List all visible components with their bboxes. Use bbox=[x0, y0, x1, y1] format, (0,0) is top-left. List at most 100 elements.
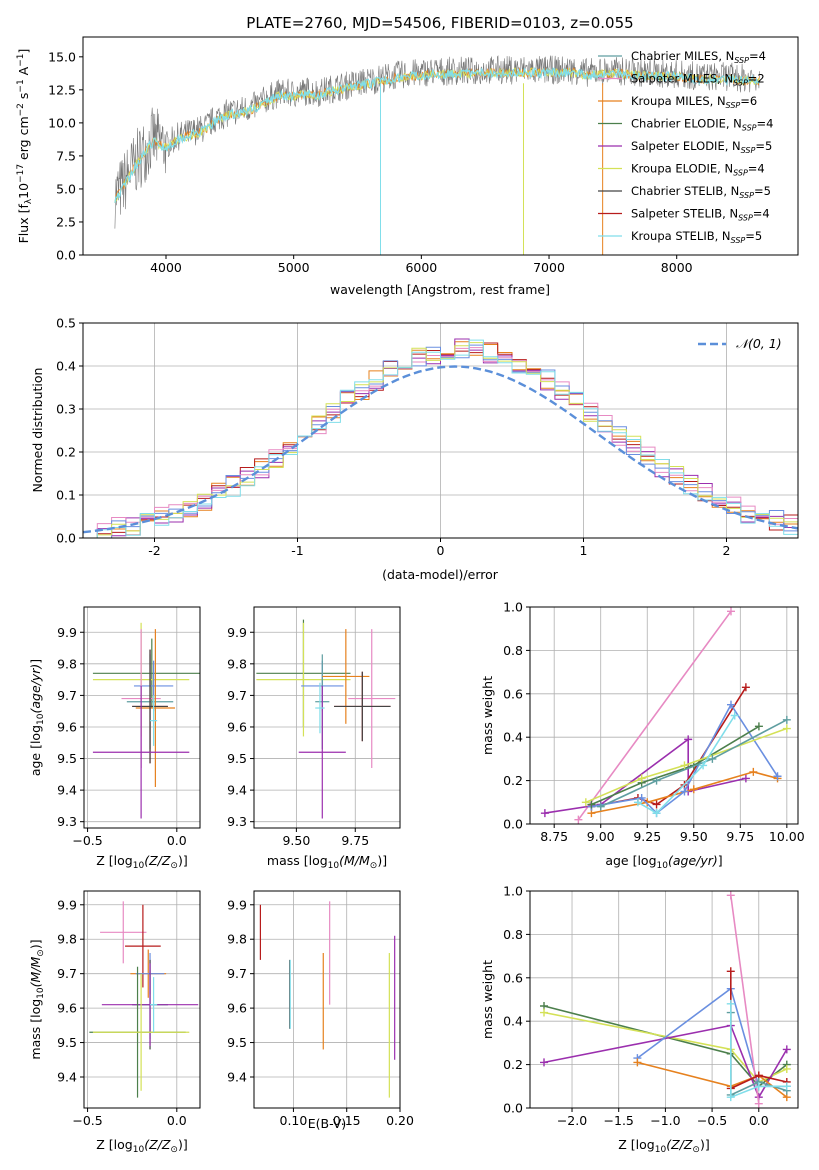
weight-series bbox=[726, 999, 791, 1102]
weight-line bbox=[730, 1003, 787, 1099]
weight-marker bbox=[727, 607, 735, 616]
weight-marker bbox=[741, 774, 750, 783]
weight-line bbox=[637, 715, 736, 815]
legend-value: =6 bbox=[740, 94, 757, 108]
y-tick-label: 9.3 bbox=[227, 814, 247, 829]
axes-frame bbox=[82, 36, 799, 256]
grid bbox=[84, 607, 200, 828]
legend-label: Salpeter MILES, NSSP=2 bbox=[631, 72, 765, 88]
x-tick-label: 10.00 bbox=[769, 829, 805, 844]
y-tick-label: 9.9 bbox=[57, 897, 77, 912]
legend-text: Chabrier MILES, N bbox=[631, 49, 734, 63]
label-part: ⊙ bbox=[170, 861, 178, 871]
weight-marker bbox=[727, 700, 735, 709]
x-tick-label: −0.5 bbox=[697, 1113, 727, 1128]
weight-marker bbox=[540, 1008, 549, 1017]
weight-line bbox=[591, 686, 747, 808]
legend-label: Chabrier STELIB, NSSP=5 bbox=[631, 184, 771, 200]
data-point bbox=[135, 629, 176, 787]
legend-text: Kroupa MILES, N bbox=[631, 94, 726, 108]
model-spectrum bbox=[114, 67, 760, 203]
label-part: 10 bbox=[328, 861, 340, 871]
legend-text: Chabrier ELODIE, N bbox=[631, 117, 742, 131]
plot-area bbox=[114, 55, 760, 255]
x-tick-label: 0.10 bbox=[280, 1113, 308, 1128]
weight-marker bbox=[684, 735, 693, 744]
x-tick-label: 0.15 bbox=[333, 1113, 361, 1128]
legend-value: =4 bbox=[748, 162, 765, 176]
y-tick-label: 2.5 bbox=[56, 214, 76, 229]
y-tick-label: 9.6 bbox=[227, 1001, 247, 1016]
weight-marker bbox=[726, 1093, 735, 1102]
data-point bbox=[125, 904, 161, 988]
data-point bbox=[150, 977, 158, 1033]
plot-residuals: -2 -1 0 1 2 0.0 0.1 0.2 0.3 0.4 0.5 (data-model)/er… bbox=[30, 316, 799, 582]
y-tick-label: 9.8 bbox=[57, 656, 77, 671]
x-tick-label: 0 bbox=[437, 543, 445, 558]
label-part: ] bbox=[16, 49, 31, 54]
grid bbox=[254, 607, 400, 828]
label-part: (age/yr) bbox=[668, 853, 718, 868]
x-tick-label: −1.5 bbox=[604, 1113, 634, 1128]
legend-value: =5 bbox=[754, 184, 771, 198]
plot-area bbox=[540, 607, 791, 824]
weight-marker bbox=[540, 809, 549, 818]
label-part: s bbox=[16, 93, 31, 104]
legend-value: =4 bbox=[749, 49, 766, 63]
legend-sub: SSP bbox=[739, 191, 754, 200]
weight-marker bbox=[782, 1064, 791, 1073]
data-point bbox=[298, 685, 346, 819]
grid bbox=[84, 891, 200, 1108]
x-tick-label: 8.75 bbox=[540, 829, 568, 844]
label-part: 10 bbox=[655, 1145, 667, 1155]
weight-marker bbox=[574, 815, 583, 824]
y-tick-label: 9.8 bbox=[57, 932, 77, 947]
label-part: λ bbox=[24, 198, 34, 204]
legend-sub: SSP bbox=[741, 146, 756, 155]
x-axis-label: mass [log10(M/M⊙)] bbox=[267, 853, 387, 871]
x-tick-label: 9.50 bbox=[680, 829, 708, 844]
y-tick-label: 9.7 bbox=[227, 688, 247, 703]
x-tick-label: 9.25 bbox=[633, 829, 661, 844]
plot-area bbox=[83, 338, 798, 538]
legend-sub: SSP bbox=[731, 236, 746, 245]
y-tick-label: 0.2 bbox=[503, 773, 523, 788]
legend-sub: SSP bbox=[733, 169, 748, 178]
label-part: −2 bbox=[16, 103, 26, 116]
x-tick-label: 9.75 bbox=[341, 833, 369, 848]
x-tick-label: 0.0 bbox=[167, 833, 187, 848]
y-tick-label: 7.5 bbox=[56, 148, 76, 163]
weight-marker bbox=[741, 683, 750, 692]
y-tick-label: 1.0 bbox=[503, 884, 523, 899]
x-tick-label: 9.00 bbox=[587, 829, 615, 844]
x-tick-label: 9.75 bbox=[726, 829, 754, 844]
ticks: −2.0 −1.5 −1.0 −0.5 0.0 0.0 0.2 0.4 0.6 0.8 1.0 bbox=[503, 884, 769, 1129]
label-part: ⊙ bbox=[692, 1145, 700, 1155]
x-tick-label: 0.0 bbox=[167, 1113, 187, 1128]
plot-age-vs-mass: 9.50 9.75 9.3 9.4 9.5 9.6 9.7 9.8 9.9 mass [log10… bbox=[227, 606, 401, 871]
weight-line bbox=[543, 1024, 788, 1100]
y-axis-label: mass weight bbox=[480, 960, 495, 1039]
y-tick-label: 0.0 bbox=[56, 248, 76, 263]
weight-marker bbox=[726, 967, 735, 976]
y-tick-label: 9.8 bbox=[227, 932, 247, 947]
axes-frame bbox=[529, 890, 799, 1109]
y-tick-label: 9.4 bbox=[57, 1070, 77, 1085]
label-part: Z [log bbox=[96, 853, 132, 868]
y-tick-label: 9.6 bbox=[57, 1001, 77, 1016]
weight-series bbox=[574, 607, 735, 824]
weight-series bbox=[726, 891, 763, 1108]
y-tick-label: 12.5 bbox=[48, 82, 76, 97]
x-axis-label: Z [log10(Z/Z⊙)] bbox=[618, 1137, 709, 1155]
plot-spectrum: 4000 5000 6000 7000 8000 0.0 2.5 5.0 7.5 10.0 12.5… bbox=[16, 36, 799, 297]
weight-marker bbox=[540, 1058, 549, 1067]
ticks: −0.5 0.0 9.4 9.5 9.6 9.7 9.8 9.9 bbox=[57, 897, 187, 1128]
x-tick-label: 9.50 bbox=[282, 833, 310, 848]
weight-line bbox=[591, 725, 760, 806]
legend-sub: SSP bbox=[733, 79, 748, 88]
plot-mass-vs-ebv: 0.10 0.15 0.20 9.4 9.5 9.6 9.7 9.8 9.9 E(B-V) bbox=[227, 890, 414, 1131]
data-point bbox=[100, 901, 147, 964]
weight-marker bbox=[581, 798, 590, 807]
